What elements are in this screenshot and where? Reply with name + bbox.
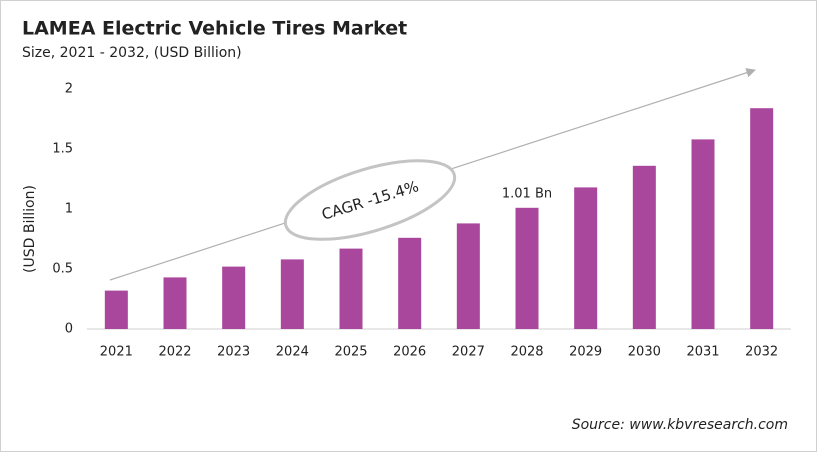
y-axis-label: (USD Billion) xyxy=(22,185,38,273)
x-tick-label: 2029 xyxy=(569,345,602,360)
y-tick-label: 1 xyxy=(65,202,73,217)
x-tick-label: 2024 xyxy=(276,345,309,360)
x-tick-label: 2027 xyxy=(452,345,485,360)
cagr-ellipse xyxy=(283,159,457,241)
bar xyxy=(632,165,656,329)
x-tick-label: 2022 xyxy=(158,345,191,360)
x-tick-label: 2021 xyxy=(100,345,133,360)
bar xyxy=(280,259,304,329)
bar xyxy=(339,248,363,329)
x-tick-label: 2028 xyxy=(510,345,543,360)
source: Source: www.kbvresearch.com xyxy=(572,417,788,433)
bar xyxy=(574,187,598,329)
bar xyxy=(222,266,246,329)
x-tick-label: 2023 xyxy=(217,345,250,360)
chart-title: LAMEA Electric Vehicle Tires Market xyxy=(22,18,407,40)
bar xyxy=(750,108,774,329)
y-tick-label: 0 xyxy=(65,322,73,337)
y-tick-label: 2 xyxy=(65,82,73,97)
bar xyxy=(104,290,128,329)
x-tick-label: 2032 xyxy=(745,345,778,360)
x-tick-label: 2025 xyxy=(334,345,367,360)
bar xyxy=(456,223,480,329)
y-tick-label: 0.5 xyxy=(52,262,73,277)
x-tick-label: 2026 xyxy=(393,345,426,360)
y-tick-label: 1.5 xyxy=(52,142,73,157)
chart-subtitle: Size, 2021 - 2032, (USD Billion) xyxy=(22,45,242,61)
value-label: 1.01 Bn xyxy=(502,186,552,201)
bar xyxy=(515,207,539,329)
x-tick-label: 2031 xyxy=(686,345,719,360)
bar xyxy=(398,237,422,329)
bar xyxy=(163,277,187,329)
x-tick-label: 2030 xyxy=(628,345,661,360)
bar xyxy=(691,139,715,329)
cagr-callout: CAGR -15.4% xyxy=(283,159,457,241)
